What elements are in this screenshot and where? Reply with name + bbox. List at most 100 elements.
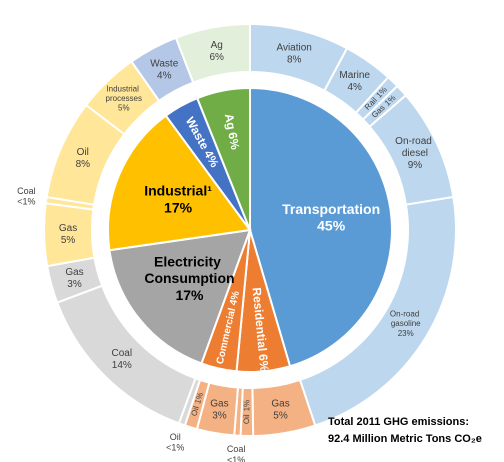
label-name: Waste [150,58,178,69]
label-value: <1% [17,197,35,207]
label-value: 4% [157,70,172,81]
label-name: Gas [271,398,289,409]
segment-label: Oil1% [190,391,206,417]
label-value: 3% [212,410,227,421]
label-name: On-road gasoline [390,310,422,329]
label-name: Coal [17,186,36,196]
label-name: Aviation [276,42,311,53]
label-value: 6% [209,52,224,63]
segment-label: Ag6% [222,112,243,151]
label-word: Electricity [154,253,225,269]
segment-label: Transportation 45% [282,201,380,234]
segment-label: Industrial¹ 17% [144,182,212,215]
label-word: gasoline [391,319,421,328]
label-name: Industrial¹ [144,182,212,198]
label-value: 8% [287,54,302,65]
segment-label: Gas 5% [271,398,289,421]
label-value: 5% [118,104,130,113]
label-value: 8% [76,159,91,170]
label-name: Industrial processes [106,84,142,103]
label-value: 1% [242,400,251,412]
label-word: On-road [395,136,434,147]
label-name: Gas [210,398,228,409]
label-name: Residential [249,287,269,352]
label-name: Oil [77,147,89,158]
label-name: Gas [59,223,77,234]
segment-label: Aviation 8% [276,42,311,65]
segment-label: Industrial processes 5% [106,84,142,112]
label-word: Gas [271,398,289,409]
label-name: Marine [339,70,370,81]
label-name: Oil [170,432,181,442]
segment-label: Residential 6% [249,287,271,373]
label-name: On-road diesel [395,136,434,159]
label-word: Gas [210,398,228,409]
label-name: Gas [65,267,83,278]
label-value: 3% [67,279,82,290]
label-word: Consumption [144,270,234,286]
segment-label: Gas 3% [210,398,228,421]
donut-segment [108,228,252,365]
label-word: Coal [17,186,36,196]
segment-label: Oil <1% [166,432,184,453]
label-word: On-road [390,310,422,319]
label-value: 5% [61,235,76,246]
segment-label: Coal <1% [17,186,36,207]
label-value: 9% [408,160,423,171]
label-word: Oil [170,432,181,442]
note-line: Total 2011 GHG emissions: [328,416,469,428]
label-word: Marine [339,70,370,81]
segment-label: Marine 4% [339,70,370,93]
label-name: Oil [242,414,251,424]
label-word: Industrial [106,84,141,93]
segment-label: Coal <1% [227,445,246,462]
label-value: 5% [273,410,288,421]
label-value: 14% [112,360,132,371]
label-word: Gas [59,223,77,234]
donut-segment [174,22,251,84]
label-word: Oil [77,147,89,158]
label-name: Coal [112,348,133,359]
segment-label: On-road diesel 9% [395,136,434,171]
label-value: 45% [317,217,346,233]
label-word: Coal [227,445,246,455]
segment-label: Electricity Consumption 17% [144,253,234,303]
label-name: Transportation [282,201,380,217]
donut-segment [107,114,252,252]
segment-label: Gas 5% [59,223,77,246]
segment-label: Oil 8% [76,147,91,170]
label-value: 17% [175,287,204,303]
label-word: diesel [402,148,428,159]
label-value: <1% [166,443,184,453]
label-value: 23% [398,329,414,338]
label-word: Ag [211,40,223,51]
label-value: 17% [164,199,193,215]
label-word: processes [106,94,142,103]
label-value: 4% [228,290,242,307]
label-word: Waste [150,58,178,69]
label-word: Transportation [282,201,380,217]
label-name: Ag [211,40,223,51]
label-word: Industrial¹ [144,182,212,198]
label-name: Coal [227,445,246,455]
label-name: Electricity Consumption [144,253,234,286]
note-line: 92.4 Million Metric Tons CO₂e [328,433,482,445]
label-word: Gas [65,267,83,278]
label-name: Ag [222,112,239,130]
segment-label: Gas 3% [65,267,83,290]
label-value: <1% [227,455,245,462]
label-value: 6% [225,131,242,151]
label-word: Coal [112,348,133,359]
segment-label: Oil 1% [242,400,251,424]
label-value: 4% [347,82,362,93]
label-name: Oil [190,405,201,417]
segment-label: Coal 14% [112,348,133,371]
segment-label: On-road gasoline 23% [390,310,422,338]
donut-segment [249,86,393,368]
donut-segment [195,86,251,231]
label-value: 1% [193,391,205,405]
